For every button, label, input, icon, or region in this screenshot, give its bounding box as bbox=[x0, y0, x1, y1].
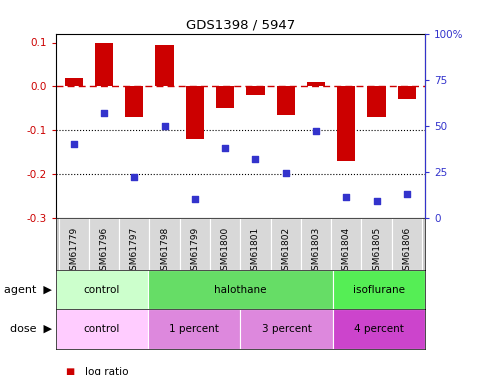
Bar bbox=[156, 45, 174, 86]
Point bbox=[70, 141, 78, 147]
Point bbox=[312, 128, 320, 134]
Point bbox=[403, 190, 411, 196]
Bar bbox=[125, 86, 143, 117]
Point bbox=[161, 123, 169, 129]
Bar bbox=[246, 86, 265, 95]
Bar bbox=[58, 217, 89, 270]
Title: GDS1398 / 5947: GDS1398 / 5947 bbox=[185, 18, 295, 31]
Bar bbox=[301, 217, 331, 270]
Bar bbox=[337, 86, 355, 160]
Bar bbox=[210, 217, 241, 270]
Bar bbox=[277, 86, 295, 115]
Bar bbox=[331, 217, 361, 270]
Point bbox=[373, 198, 381, 204]
Text: halothane: halothane bbox=[214, 285, 267, 295]
Bar bbox=[56, 270, 148, 309]
Bar bbox=[89, 217, 119, 270]
Bar bbox=[216, 86, 234, 108]
Text: 1 percent: 1 percent bbox=[169, 324, 219, 334]
Point bbox=[282, 170, 290, 176]
Bar bbox=[180, 217, 210, 270]
Text: control: control bbox=[84, 324, 120, 334]
Text: control: control bbox=[84, 285, 120, 295]
Point bbox=[252, 156, 259, 162]
Bar bbox=[148, 309, 241, 349]
Text: isoflurane: isoflurane bbox=[353, 285, 405, 295]
Bar bbox=[368, 86, 385, 117]
Bar bbox=[398, 86, 416, 99]
Bar bbox=[186, 86, 204, 139]
Bar bbox=[148, 270, 333, 309]
Bar bbox=[307, 82, 325, 86]
Bar bbox=[241, 217, 270, 270]
Point bbox=[221, 145, 229, 151]
Text: 3 percent: 3 percent bbox=[261, 324, 312, 334]
Bar bbox=[95, 42, 113, 86]
Bar bbox=[361, 217, 392, 270]
Point bbox=[342, 194, 350, 200]
Bar bbox=[333, 270, 425, 309]
Point bbox=[130, 174, 138, 180]
Bar bbox=[333, 309, 425, 349]
Bar bbox=[270, 217, 301, 270]
Bar bbox=[56, 309, 148, 349]
Bar bbox=[65, 78, 83, 86]
Text: 4 percent: 4 percent bbox=[354, 324, 404, 334]
Point bbox=[191, 196, 199, 202]
Point bbox=[100, 110, 108, 116]
Text: agent  ▶: agent ▶ bbox=[4, 285, 52, 295]
Bar bbox=[241, 309, 333, 349]
Text: log ratio: log ratio bbox=[85, 367, 128, 375]
Bar bbox=[119, 217, 149, 270]
Bar bbox=[392, 217, 422, 270]
Bar bbox=[149, 217, 180, 270]
Text: ■: ■ bbox=[65, 367, 74, 375]
Text: dose  ▶: dose ▶ bbox=[10, 324, 52, 334]
